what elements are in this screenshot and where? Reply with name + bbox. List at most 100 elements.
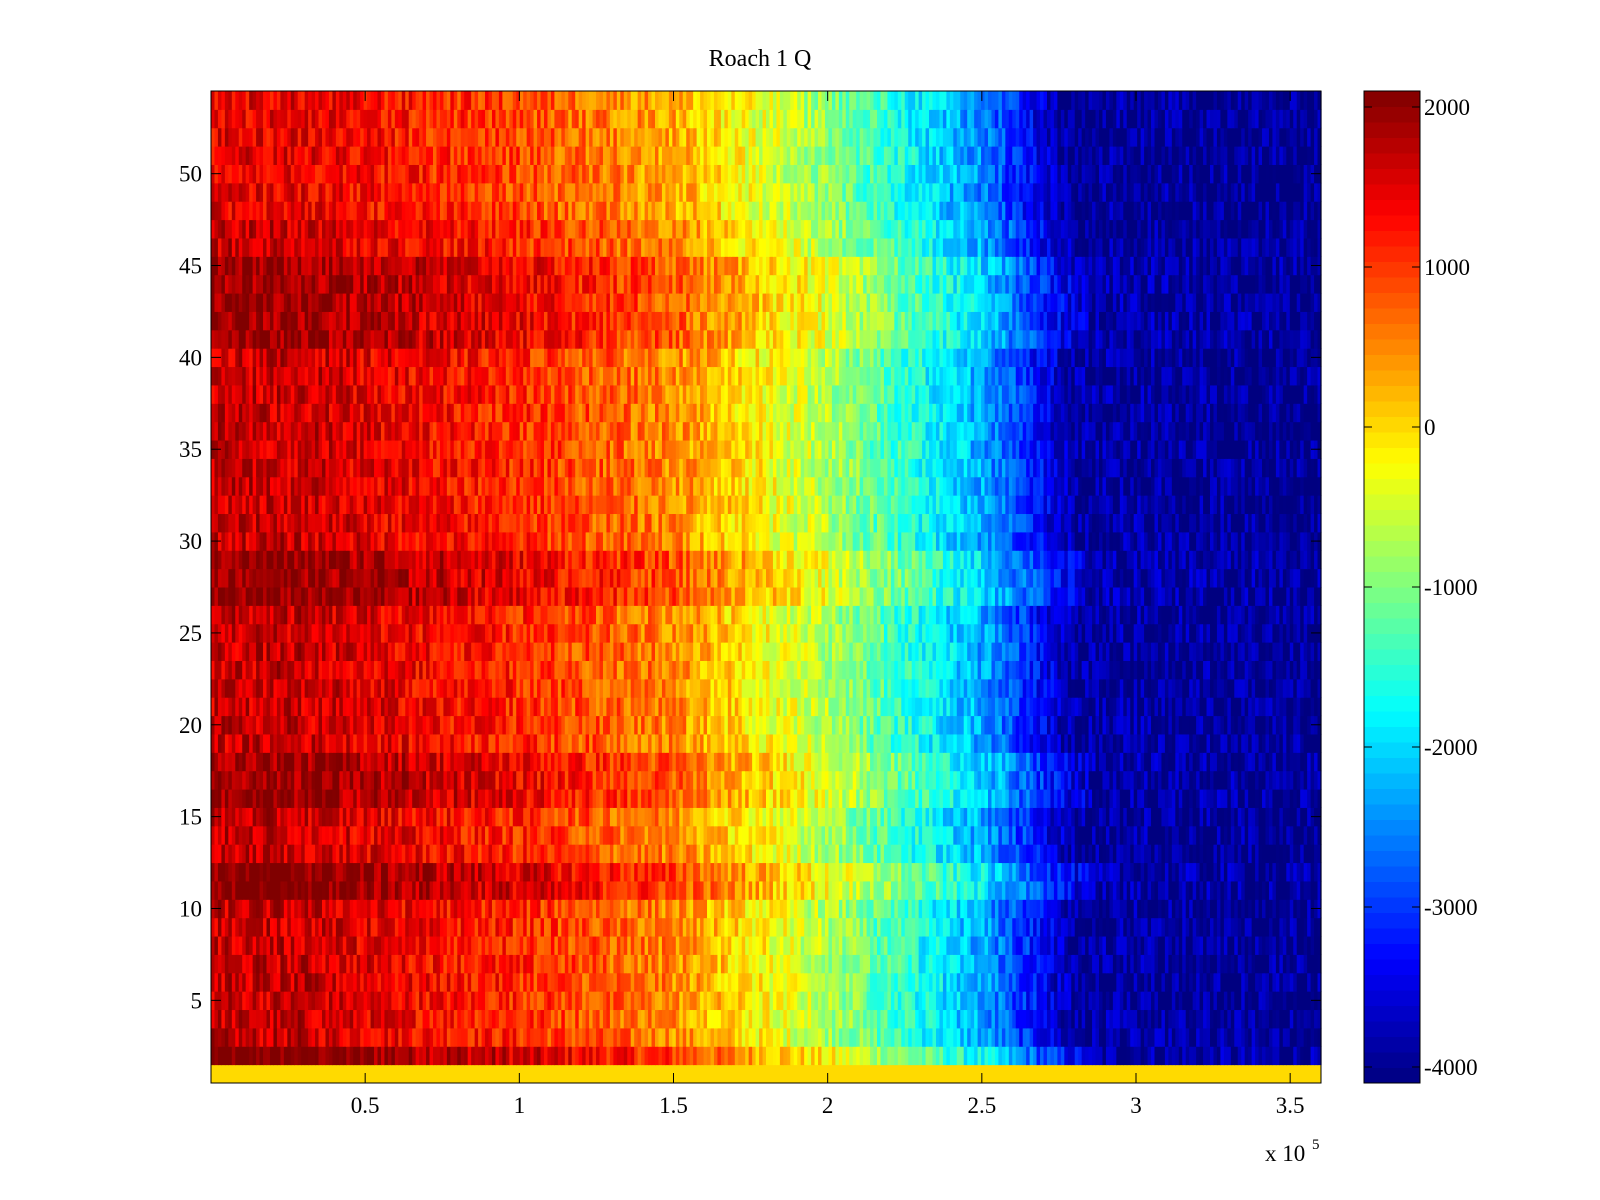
heatmap-cell (446, 991, 451, 1011)
heatmap-cell (1300, 880, 1305, 900)
heatmap-cell (960, 862, 965, 882)
heatmap-cell (564, 825, 569, 845)
heatmap-cell (1112, 899, 1117, 919)
heatmap-cell (1019, 899, 1024, 919)
heatmap-cell (700, 1027, 705, 1047)
heatmap-cell (866, 825, 871, 845)
heatmap-cell (713, 789, 719, 808)
heatmap-cell (446, 936, 451, 955)
heatmap-cell (703, 972, 708, 992)
heatmap-cell (1210, 862, 1215, 882)
heatmap-cell (953, 899, 958, 919)
heatmap-cell (700, 991, 705, 1011)
heatmap-cell (1296, 844, 1301, 864)
heatmap-cell (398, 972, 403, 992)
heatmap-cell (505, 789, 510, 808)
heatmap-cell (446, 844, 451, 864)
heatmap-cell (1133, 936, 1138, 955)
heatmap-cell (575, 917, 580, 937)
heatmap-cell (346, 789, 351, 808)
heatmap-cell (433, 1009, 438, 1029)
heatmap-cell (374, 807, 379, 827)
heatmap-cell (360, 770, 365, 790)
heatmap-cell (1234, 936, 1239, 955)
heatmap-cell (578, 862, 583, 882)
heatmap-cell (211, 770, 216, 790)
heatmap-cell (1015, 954, 1020, 974)
heatmap-cell (1286, 972, 1291, 992)
heatmap-cell (1171, 1027, 1176, 1047)
heatmap-cell (1206, 807, 1211, 827)
heatmap-cell (401, 862, 406, 882)
heatmap-cell (360, 1046, 365, 1066)
heatmap-cell (1123, 825, 1128, 845)
heatmap-cell (831, 991, 836, 1011)
heatmap-cell (488, 1027, 493, 1047)
heatmap-cell (370, 807, 375, 827)
heatmap-cell (1033, 789, 1038, 808)
heatmap-cell (1033, 880, 1038, 900)
heatmap-cell (727, 899, 732, 919)
heatmap-cell (922, 954, 927, 974)
heatmap-cell (380, 1027, 386, 1047)
heatmap-cell (970, 1009, 975, 1029)
heatmap-cell (856, 1027, 861, 1047)
heatmap-cell (415, 807, 420, 827)
heatmap-cell (845, 880, 850, 900)
heatmap-cell (942, 844, 947, 864)
heatmap-cell (838, 899, 843, 919)
heatmap-cell (1213, 1046, 1218, 1066)
heatmap-cell (696, 972, 701, 992)
heatmap-cell (790, 789, 795, 808)
heatmap-cell (1036, 1027, 1041, 1047)
heatmap-cell (679, 991, 684, 1011)
heatmap-cell (1314, 917, 1319, 937)
heatmap-cell (294, 1009, 299, 1029)
heatmap-cell (800, 954, 805, 974)
heatmap-cell (637, 825, 642, 845)
heatmap-cell (308, 807, 313, 827)
heatmap-cell (446, 789, 451, 808)
heatmap-cell (835, 917, 840, 937)
heatmap-cell (1175, 899, 1180, 919)
heatmap-cell (821, 789, 826, 808)
heatmap-cell (717, 936, 722, 955)
heatmap-cell (460, 1027, 465, 1047)
heatmap-cell (283, 899, 288, 919)
heatmap-cell (1112, 807, 1117, 827)
heatmap-cell (644, 844, 649, 864)
heatmap-cell (1133, 972, 1138, 992)
heatmap-cell (800, 917, 805, 937)
heatmap-cell (457, 862, 462, 882)
heatmap-cell (915, 1027, 920, 1047)
heatmap-cell (606, 770, 611, 790)
heatmap-cell (1012, 807, 1017, 827)
heatmap-cell (1008, 789, 1013, 808)
heatmap-cell (1237, 917, 1242, 937)
heatmap-cell (1185, 880, 1190, 900)
heatmap-cell (693, 807, 698, 827)
heatmap-cell (901, 936, 906, 955)
heatmap-cell (1095, 991, 1100, 1011)
heatmap-cell (512, 862, 517, 882)
heatmap-cell (648, 770, 653, 790)
heatmap-cell (672, 789, 677, 808)
heatmap-cell (1230, 991, 1235, 1011)
heatmap-cell (519, 825, 524, 845)
heatmap-cell (339, 844, 344, 864)
heatmap-cell (1216, 825, 1222, 845)
heatmap-cell (818, 825, 823, 845)
heatmap-cell (1154, 899, 1159, 919)
heatmap-cell (658, 1046, 663, 1066)
heatmap-cell (1251, 1027, 1256, 1047)
heatmap-cell (897, 825, 902, 845)
heatmap-cell (703, 825, 708, 845)
heatmap-cell (266, 825, 271, 845)
heatmap-cell (1279, 862, 1284, 882)
heatmap-cell (290, 880, 295, 900)
heatmap-cell (644, 917, 649, 937)
heatmap-cell (242, 954, 247, 974)
heatmap-cell (370, 1027, 375, 1047)
heatmap-cell (276, 862, 281, 882)
